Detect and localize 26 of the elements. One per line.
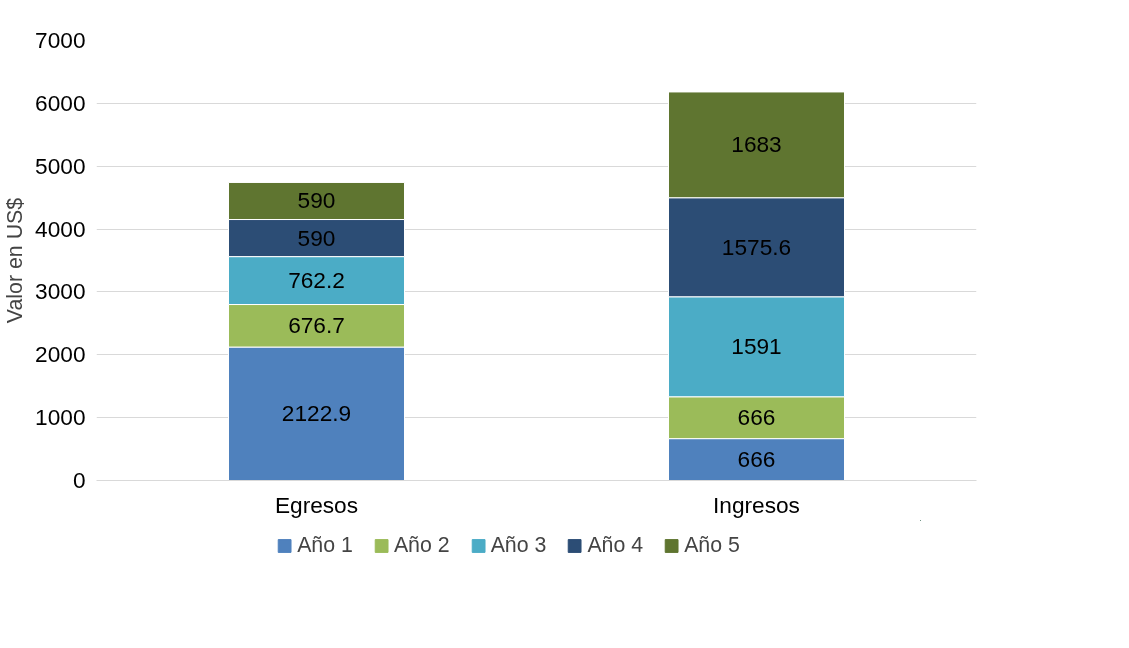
y-axis-title: Valor en US$ (3, 197, 28, 324)
legend-label: Año 5 (684, 532, 740, 558)
y-tick-label: 4000 (35, 215, 86, 242)
data-label: 1591 (731, 333, 782, 360)
y-tick-label: 3000 (35, 278, 86, 305)
y-tick-label: 1000 (35, 404, 86, 431)
legend-label: Año 4 (587, 532, 644, 558)
data-label: 590 (297, 187, 336, 214)
data-label: 1575.6 (721, 233, 792, 260)
data-label: 762.2 (288, 267, 345, 294)
data-label: 666 (737, 404, 776, 431)
data-label: 676.7 (288, 312, 345, 339)
x-tick-label: Ingresos (713, 491, 800, 518)
data-label: 2122.9 (281, 400, 352, 427)
y-tick-label: 5000 (35, 152, 86, 179)
y-tick-label: 6000 (35, 89, 86, 116)
x-tick-label: Egresos (274, 491, 359, 518)
legend-label: Año 3 (490, 532, 547, 558)
data-label: 666 (737, 446, 776, 473)
legend-label: Año 1 (297, 532, 353, 558)
y-tick-label: 7000 (35, 27, 86, 53)
y-tick-label: 0 (72, 467, 86, 493)
data-label: 1683 (731, 131, 782, 158)
data-label: 590 (297, 224, 336, 251)
legend-label: Año 2 (393, 532, 450, 558)
y-tick-label: 2000 (35, 341, 86, 368)
